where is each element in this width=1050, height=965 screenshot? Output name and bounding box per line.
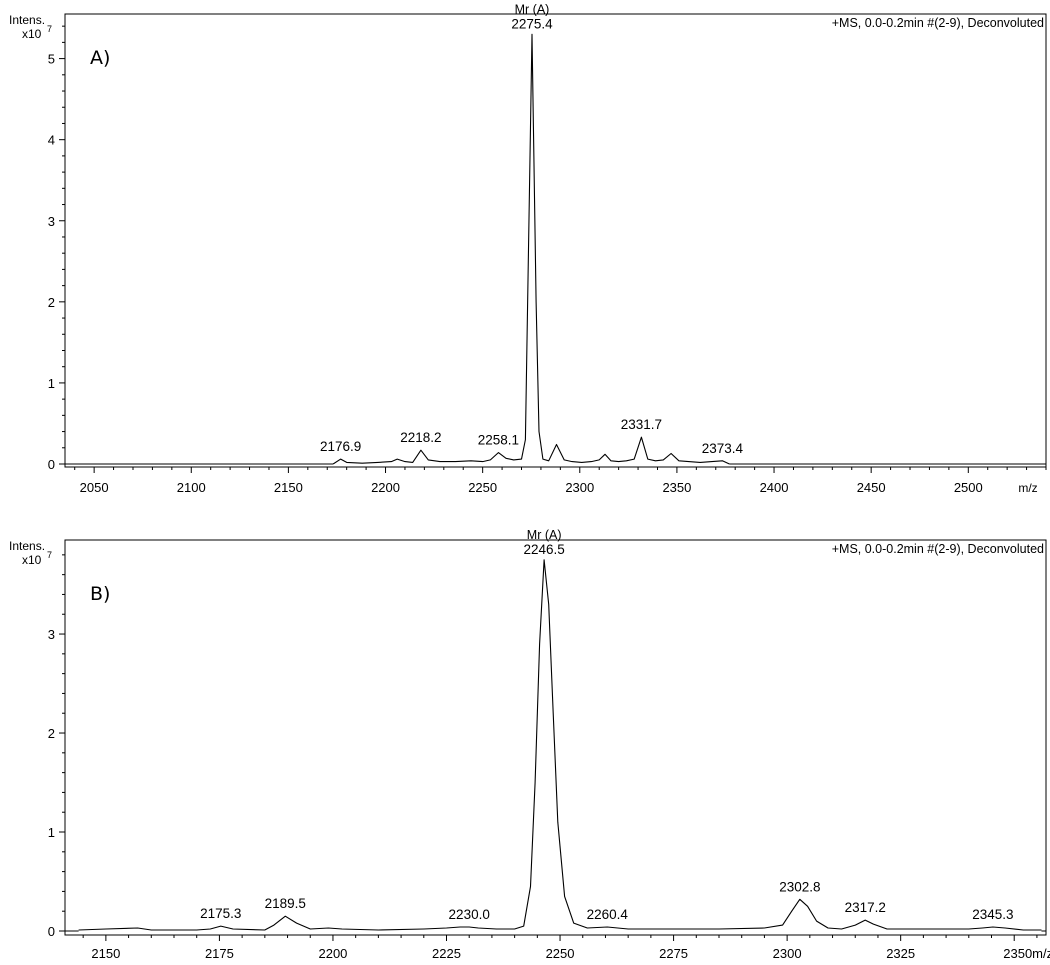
panel-1-x-tick-label: 2400 [760, 480, 789, 495]
panel-2-y-tick-label: 3 [48, 627, 55, 642]
panel-2-x-tick-label: 2300 [773, 946, 802, 960]
panel-1-peak-label: 2275.4 [511, 16, 553, 31]
panel-2-peak-label: 2345.3 [972, 907, 1013, 922]
panel-2-peak-label: 2260.4 [587, 907, 629, 922]
panel-2-peak-label: 2189.5 [265, 896, 306, 911]
panel-1-ylabel: Intens. [9, 13, 45, 27]
panel-1-y-tick-label: 3 [48, 214, 55, 229]
panel-1-x-tick-label: 2350 [662, 480, 691, 495]
panel-2-peak-label: 2246.5 [523, 542, 564, 557]
panel-2-x-tick-label: 2275 [659, 946, 688, 960]
panel-2-x-tick-label: 2350m/z [1003, 946, 1050, 960]
panel-2-y-tick-label: 1 [48, 825, 55, 840]
panel-2-x-tick-label: 2225 [432, 946, 461, 960]
panel-2-x-tick-label: 2175 [205, 946, 234, 960]
panel-2-y-multiplier-exponent: 7 [47, 550, 52, 560]
panel-2-peak-label: 2230.0 [449, 907, 490, 922]
panel-1-x-tick-label: 2200 [371, 480, 400, 495]
panel-1-y-tick-label: 2 [48, 295, 55, 310]
panel-1-peak-label: 2176.9 [320, 439, 361, 454]
panel-1-y-tick-label: 4 [48, 133, 55, 148]
panel-2-y-tick-label: 0 [48, 924, 55, 939]
panel-1-x-tick-label: 2500 [954, 480, 983, 495]
panel-1-y-multiplier-exponent: 7 [47, 24, 52, 34]
panel-1-header: +MS, 0.0-0.2min #(2-9), Deconvoluted [832, 16, 1044, 30]
panel-1-peak-label: 2373.4 [702, 441, 744, 456]
panel-1-y-multiplier: x10 [22, 27, 42, 41]
panel-1-peak-name: Mr (A) [515, 2, 550, 16]
panel-1-x-tick-label: 2050 [80, 480, 109, 495]
panel-1-y-tick-label: 0 [48, 457, 55, 472]
panel-2-header: +MS, 0.0-0.2min #(2-9), Deconvoluted [832, 542, 1044, 556]
panel-1-y-tick-label: 5 [48, 52, 55, 67]
panel-1-frame [64, 13, 1047, 468]
panel-2-peak-name: Mr (A) [527, 528, 562, 542]
panel-2-x-tick-label: 2200 [318, 946, 347, 960]
panel-1-x-tick-label: 2250 [468, 480, 497, 495]
panel-1-peak-label: 2258.1 [478, 433, 519, 448]
panel-1-spectrum-trace [332, 33, 730, 465]
panel-2-ylabel: Intens. [9, 539, 45, 553]
panel-1-letter: A) [90, 47, 110, 69]
panel-2-x-tick-label: 2325 [886, 946, 915, 960]
panel-2-y-multiplier: x10 [22, 553, 42, 567]
panel-1-peak-label: 2218.2 [400, 430, 441, 445]
panel-2-peak-label: 2175.3 [200, 906, 241, 921]
panel-2-letter: B) [90, 583, 110, 605]
panel-2-x-tick-label: 2250 [546, 946, 575, 960]
panel-2-spectrum-trace [78, 559, 1042, 931]
panel-2-frame [64, 539, 1047, 936]
panel-1-x-tick-label: 2300 [565, 480, 594, 495]
panel-1-y-tick-label: 1 [48, 376, 55, 391]
panel-1-x-tick-label: 2100 [177, 480, 206, 495]
panel-2-y-tick-label: 2 [48, 726, 55, 741]
panel-1-x-tick-label: 2450 [857, 480, 886, 495]
panel-1-x-unit: m/z [1018, 481, 1037, 495]
panel-2-peak-label: 2317.2 [845, 900, 886, 915]
panel-2-peak-label: 2302.8 [779, 879, 820, 894]
panel-2-x-tick-label: 2150 [91, 946, 120, 960]
panel-1-peak-label: 2331.7 [621, 417, 662, 432]
panel-1-x-tick-label: 2150 [274, 480, 303, 495]
